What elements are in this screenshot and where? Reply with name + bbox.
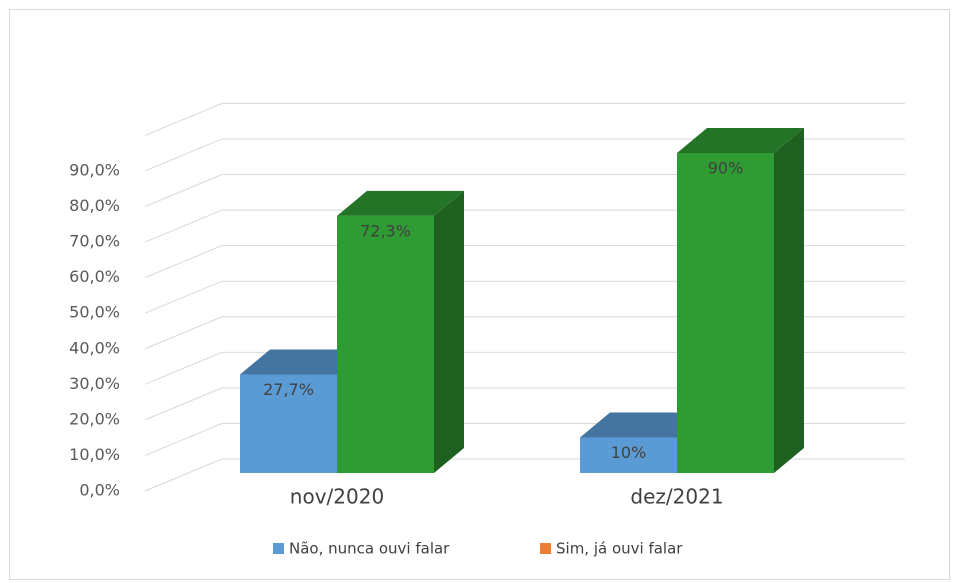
y-tick-label: 0,0%	[79, 481, 120, 500]
bar-side	[774, 127, 804, 474]
bar	[580, 437, 677, 473]
y-tick-label: 40,0%	[69, 338, 120, 357]
y-tick-label: 90,0%	[69, 160, 120, 179]
grid-line	[144, 422, 223, 456]
y-tick-label: 20,0%	[69, 409, 120, 428]
grid-line	[144, 351, 223, 385]
bar-top	[677, 127, 804, 153]
grid-line	[144, 138, 223, 172]
y-tick-label: 30,0%	[69, 374, 120, 393]
legend-label: Não, nunca ouvi falar	[289, 540, 450, 558]
y-tick-label: 50,0%	[69, 303, 120, 322]
bar-top	[580, 412, 707, 438]
y-tick-label: 70,0%	[69, 232, 120, 251]
bar	[677, 152, 774, 473]
grid-line	[144, 280, 223, 314]
bar-top	[337, 190, 464, 216]
data-label: 27,7%	[263, 380, 314, 399]
grid-line	[144, 458, 223, 492]
grid-line	[144, 209, 223, 243]
legend-swatch	[540, 543, 551, 554]
chart-border	[9, 9, 950, 580]
grid-line	[144, 316, 223, 350]
data-label: 72,3%	[360, 221, 411, 240]
legend-label: Sim, já ouvi falar	[556, 540, 683, 558]
wall-edge	[144, 102, 223, 136]
data-label: 90%	[708, 158, 744, 177]
y-tick-label: 60,0%	[69, 267, 120, 286]
grid-line	[144, 387, 223, 421]
x-tick-label: dez/2021	[630, 485, 723, 509]
bar-side	[434, 190, 464, 474]
legend-swatch	[273, 543, 284, 554]
bar	[240, 374, 337, 473]
grid-line	[144, 174, 223, 207]
bar	[337, 215, 434, 474]
y-tick-label: 80,0%	[69, 196, 120, 215]
x-tick-label: nov/2020	[290, 485, 384, 509]
bar-top	[240, 349, 367, 375]
y-tick-label: 10,0%	[69, 445, 120, 464]
grid-line	[144, 245, 223, 279]
data-label: 10%	[611, 443, 647, 462]
